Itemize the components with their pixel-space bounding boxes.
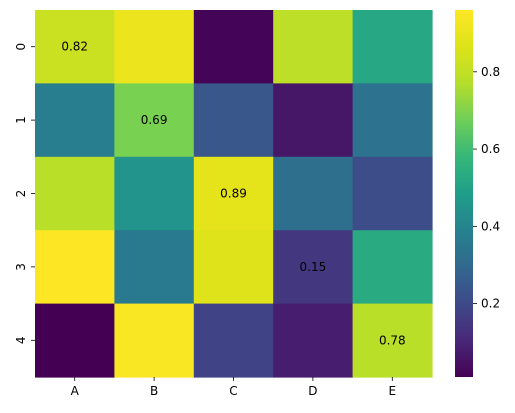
heatmap-cell-3-C bbox=[193, 230, 274, 305]
heatmap-cell-1-B bbox=[114, 83, 195, 158]
cell-value-label: 0.82 bbox=[61, 40, 88, 54]
heatmap-cell-0-C bbox=[193, 10, 274, 84]
cell-value-label: 0.69 bbox=[141, 113, 168, 127]
colorbar-tick-label: 0.2 bbox=[481, 297, 500, 311]
y-axis: 0 1 2 3 4 bbox=[14, 43, 35, 344]
heatmap-cell-0-A bbox=[35, 10, 115, 84]
heatmap-cell-4-E bbox=[352, 303, 433, 378]
heatmap-cell-1-A bbox=[35, 83, 115, 158]
heatmap-cell-1-C bbox=[193, 83, 274, 158]
heatmap-cells bbox=[35, 10, 433, 378]
colorbar: 0.2 0.4 0.6 0.8 bbox=[455, 10, 500, 377]
heatmap-cell-4-D bbox=[273, 303, 354, 378]
y-tick-label: 1 bbox=[14, 116, 28, 124]
y-tick-label: 3 bbox=[14, 263, 28, 271]
heatmap-cell-0-D bbox=[273, 10, 354, 84]
heatmap-cell-2-C bbox=[193, 156, 274, 231]
heatmap-cell-2-B bbox=[114, 156, 195, 231]
heatmap-cell-2-A bbox=[35, 156, 115, 231]
colorbar-tick-label: 0.8 bbox=[481, 65, 500, 79]
heatmap-cell-0-B bbox=[114, 10, 195, 84]
heatmap-cell-3-E bbox=[352, 230, 433, 305]
heatmap-cell-3-D bbox=[273, 230, 354, 305]
heatmap-cell-4-B bbox=[114, 303, 195, 378]
heatmap-cell-2-D bbox=[273, 156, 354, 231]
cell-value-label: 0.78 bbox=[379, 333, 406, 347]
heatmap-cell-1-D bbox=[273, 83, 354, 158]
x-axis: A B C D E bbox=[71, 377, 397, 398]
heatmap-cell-4-C bbox=[193, 303, 274, 378]
heatmap-cell-3-A bbox=[35, 230, 115, 305]
y-tick-label: 4 bbox=[14, 336, 28, 344]
heatmap-cell-labels: 0.82 0.69 0.89 0.15 0.78 bbox=[61, 40, 405, 348]
y-tick-label: 2 bbox=[14, 190, 28, 198]
colorbar-gradient bbox=[455, 10, 473, 377]
x-tick-label: E bbox=[389, 384, 397, 398]
cell-value-label: 0.89 bbox=[220, 187, 247, 201]
heatmap-cell-4-A bbox=[35, 303, 115, 378]
heatmap-cell-3-B bbox=[114, 230, 195, 305]
heatmap-cell-0-E bbox=[352, 10, 433, 84]
x-tick-label: B bbox=[150, 384, 158, 398]
x-tick-label: A bbox=[71, 384, 80, 398]
x-tick-label: D bbox=[308, 384, 317, 398]
colorbar-tick-label: 0.4 bbox=[481, 219, 500, 233]
x-tick-label: C bbox=[229, 384, 237, 398]
heatmap-cell-2-E bbox=[352, 156, 433, 231]
heatmap-cell-1-E bbox=[352, 83, 433, 158]
cell-value-label: 0.15 bbox=[300, 260, 327, 274]
y-tick-label: 0 bbox=[14, 43, 28, 51]
colorbar-tick-label: 0.6 bbox=[481, 142, 500, 156]
